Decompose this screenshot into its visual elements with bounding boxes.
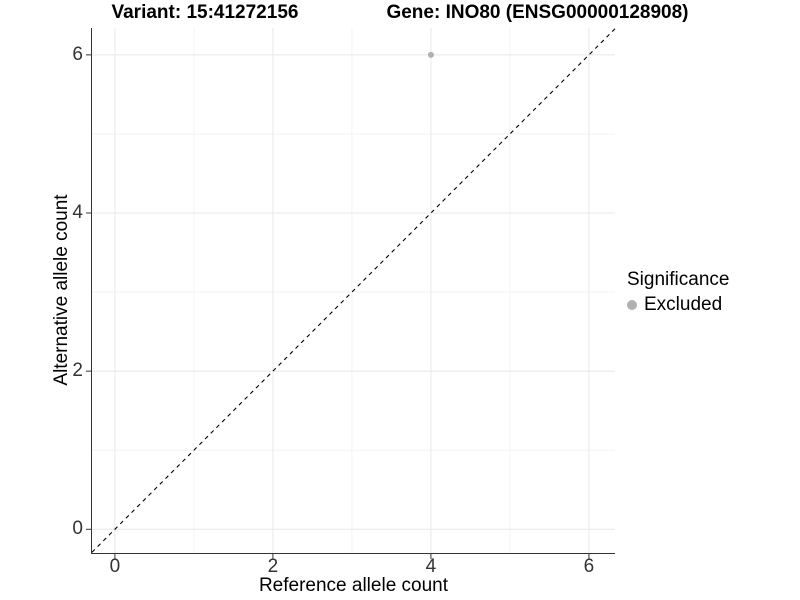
plot-title-gene: Gene: INO80 (ENSG00000128908) [386,2,689,23]
x-tick-label: 6 [583,556,595,577]
y-tick-label: 0 [72,518,83,540]
y-tick-label: 6 [72,43,83,65]
y-tick-label: 2 [72,360,83,382]
legend-title: Significance [627,269,730,290]
x-axis-title: Reference allele count [258,575,449,596]
x-tick-label: 0 [109,556,121,577]
y-tick-label: 4 [72,202,83,223]
plot-title-variant: Variant: 15:41272156 [111,2,299,23]
y-axis-title: Alternative allele count [51,194,72,386]
excluded-point-icon [627,300,637,310]
identity-dashed-line [91,28,616,553]
legend: Significance Excluded [627,269,729,316]
x-tick-label: 4 [425,556,437,577]
data-point [427,51,434,58]
legend-entry-excluded: Excluded [627,294,729,316]
plot-title: Variant: 15:41272156 Gene: INO80 (ENSG00… [0,2,800,24]
x-tick-label: 2 [267,556,279,577]
legend-entry-label: Excluded [644,294,723,315]
